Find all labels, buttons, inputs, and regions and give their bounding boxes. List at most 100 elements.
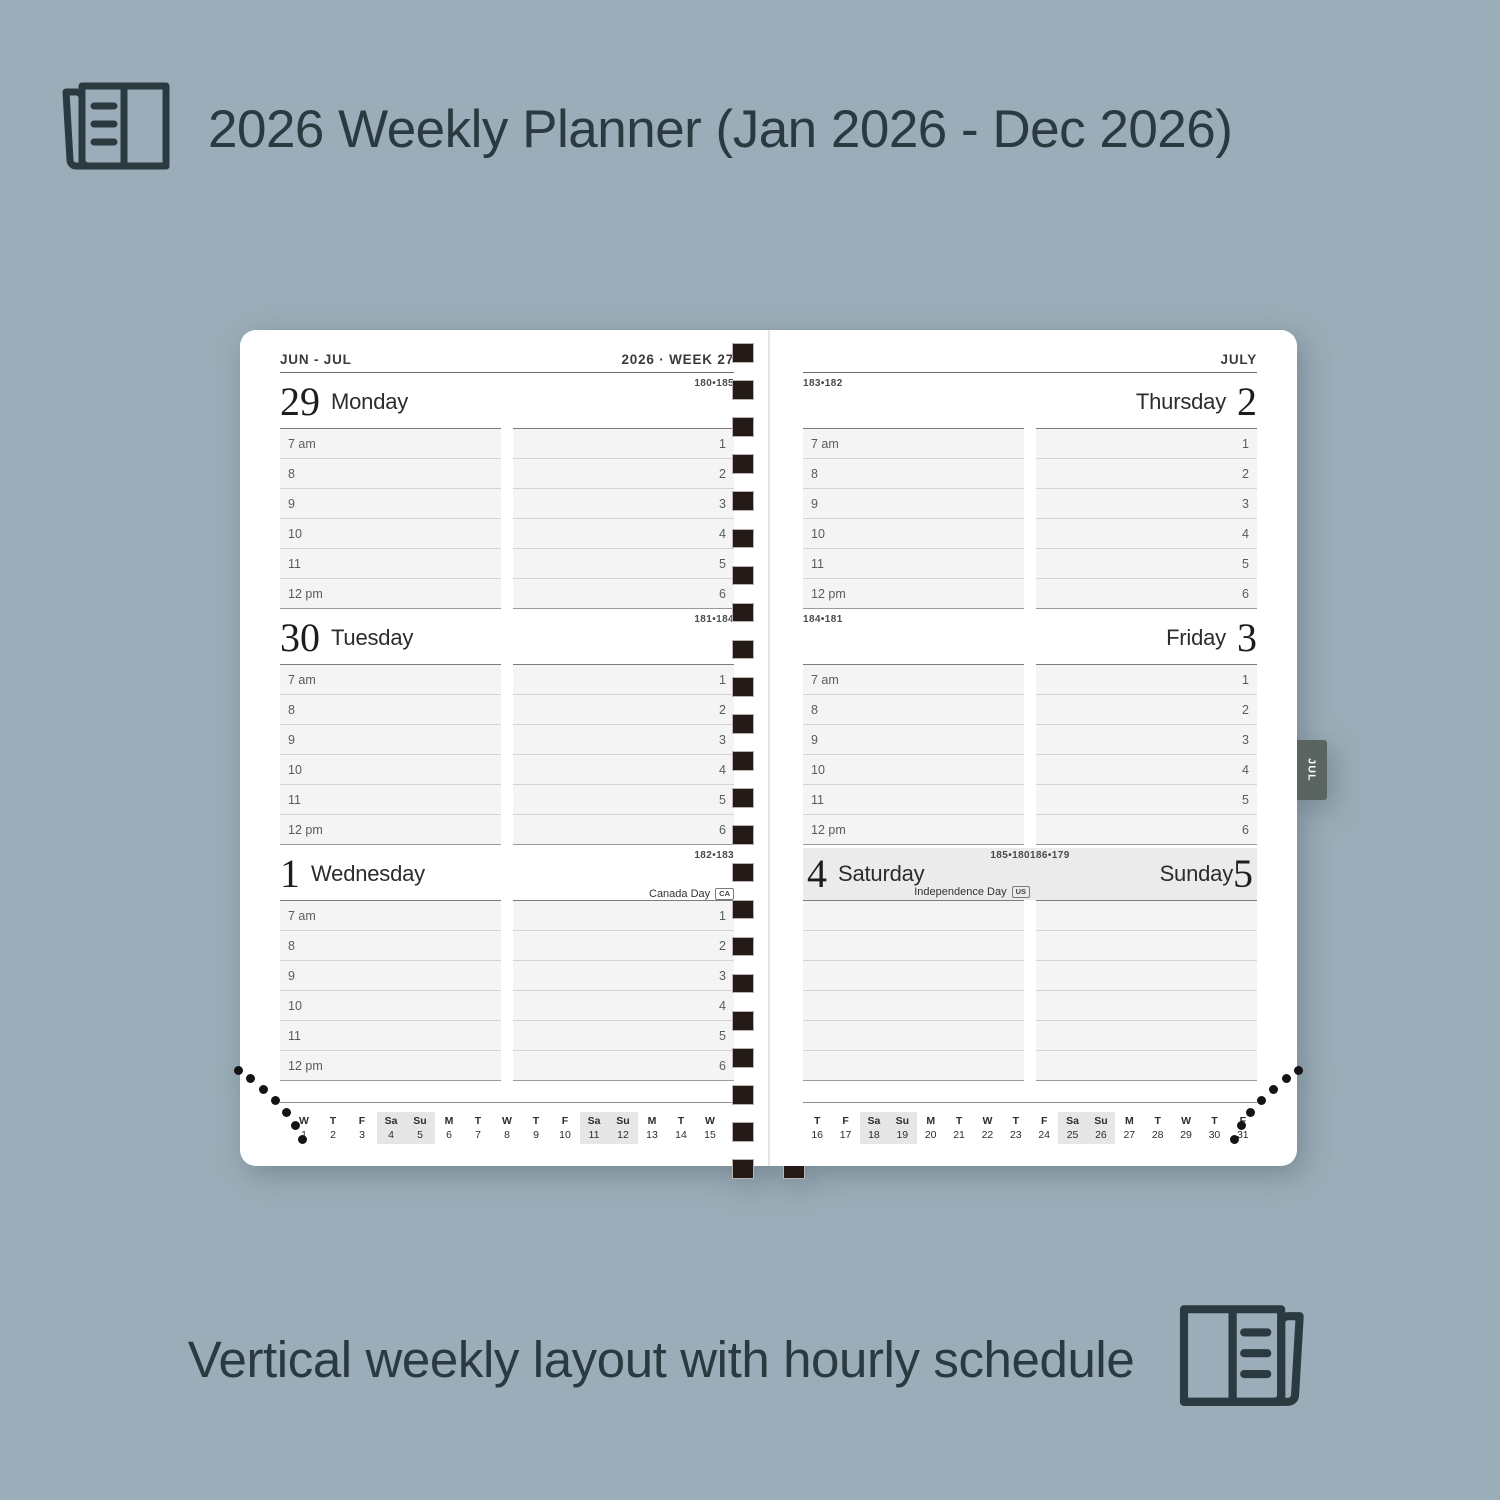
hour-row[interactable]: 6 — [513, 815, 734, 845]
hour-column-pm[interactable]: 1 2 3 4 5 6 — [513, 900, 734, 1081]
note-row[interactable] — [1036, 961, 1257, 991]
hour-row[interactable]: 8 — [280, 459, 501, 489]
note-row[interactable] — [1036, 901, 1257, 931]
hour-row[interactable]: 12 pm — [280, 579, 501, 609]
mini-calendar-day[interactable]: T 21 — [945, 1112, 973, 1144]
hour-row[interactable]: 2 — [513, 931, 734, 961]
mini-calendar-day[interactable]: M 27 — [1115, 1112, 1143, 1144]
hour-row[interactable]: 7 am — [280, 665, 501, 695]
hour-column-pm[interactable]: 1 2 3 4 5 6 — [1036, 428, 1257, 609]
note-row[interactable] — [1036, 991, 1257, 1021]
hour-row[interactable]: 10 — [803, 755, 1024, 785]
mini-calendar-day[interactable]: T 16 — [803, 1112, 831, 1144]
hour-row[interactable]: 3 — [1036, 725, 1257, 755]
hour-row[interactable]: 12 pm — [280, 815, 501, 845]
hour-row[interactable]: 8 — [803, 459, 1024, 489]
hour-row[interactable]: 5 — [1036, 785, 1257, 815]
hour-column-pm[interactable]: 1 2 3 4 5 6 — [513, 664, 734, 845]
note-row[interactable] — [1036, 931, 1257, 961]
hour-row[interactable]: 1 — [1036, 429, 1257, 459]
hour-row[interactable]: 7 am — [280, 901, 501, 931]
hour-row[interactable]: 5 — [513, 549, 734, 579]
mini-calendar-strip-left[interactable]: W 1 T 2 F 3 Sa 4 Su 5 M 6 T 7 W 8 T 9 F 10 Sa 11 Su 12 M 13 T 14 W 15 — [280, 1101, 734, 1144]
mini-calendar-day[interactable]: M 13 — [638, 1112, 667, 1144]
mini-calendar-day[interactable]: T 14 — [667, 1112, 696, 1144]
hour-row[interactable]: 1 — [513, 901, 734, 931]
hour-row[interactable]: 9 — [280, 961, 501, 991]
hour-row[interactable]: 2 — [513, 459, 734, 489]
mini-calendar-day[interactable]: W 29 — [1172, 1112, 1200, 1144]
mini-calendar-day[interactable]: Su 19 — [888, 1111, 917, 1144]
note-row[interactable] — [803, 961, 1024, 991]
hour-row[interactable]: 10 — [280, 519, 501, 549]
hour-row[interactable]: 8 — [803, 695, 1024, 725]
hour-row[interactable]: 4 — [1036, 755, 1257, 785]
hour-row[interactable]: 5 — [513, 785, 734, 815]
note-row[interactable] — [803, 931, 1024, 961]
hour-row[interactable]: 6 — [1036, 579, 1257, 609]
hour-row[interactable]: 3 — [513, 725, 734, 755]
mini-calendar-strip-right[interactable]: T 16 F 17 Sa 18 Su 19 M 20 T 21 W 22 T 23 F 24 Sa 25 Su 26 M 27… — [803, 1101, 1257, 1144]
hour-column-pm[interactable]: 1 2 3 4 5 6 — [1036, 664, 1257, 845]
mini-calendar-day[interactable]: T 28 — [1144, 1112, 1172, 1144]
hour-row[interactable]: 11 — [803, 785, 1024, 815]
hour-row[interactable]: 10 — [280, 755, 501, 785]
hour-row[interactable]: 4 — [513, 991, 734, 1021]
hour-column-am[interactable]: 7 am 8 9 10 11 12 pm — [803, 428, 1024, 609]
hour-column-am[interactable]: 7 am 8 9 10 11 12 pm — [280, 428, 501, 609]
note-row[interactable] — [1036, 1021, 1257, 1051]
hour-row[interactable]: 10 — [280, 991, 501, 1021]
hour-row[interactable]: 1 — [1036, 665, 1257, 695]
hour-row[interactable]: 10 — [803, 519, 1024, 549]
hour-row[interactable]: 7 am — [803, 429, 1024, 459]
mini-calendar-day[interactable]: W 22 — [973, 1112, 1001, 1144]
hour-row[interactable]: 5 — [513, 1021, 734, 1051]
hour-row[interactable]: 2 — [1036, 695, 1257, 725]
saturday-note-column[interactable] — [803, 900, 1024, 1081]
hour-row[interactable]: 1 — [513, 429, 734, 459]
mini-calendar-day[interactable]: F 10 — [551, 1112, 580, 1144]
mini-calendar-day[interactable]: T 30 — [1200, 1112, 1228, 1144]
hour-row[interactable]: 3 — [513, 961, 734, 991]
mini-calendar-day[interactable]: Su 12 — [608, 1111, 638, 1144]
hour-row[interactable]: 9 — [803, 489, 1024, 519]
sunday-note-column[interactable] — [1036, 900, 1257, 1081]
hour-column-am[interactable]: 7 am 8 9 10 11 12 pm — [280, 664, 501, 845]
mini-calendar-day[interactable]: Sa 4 — [376, 1111, 406, 1144]
hour-row[interactable]: 9 — [280, 725, 501, 755]
hour-row[interactable]: 11 — [280, 549, 501, 579]
hour-row[interactable]: 4 — [513, 755, 734, 785]
hour-row[interactable]: 6 — [1036, 815, 1257, 845]
note-row[interactable] — [803, 901, 1024, 931]
hour-row[interactable]: 3 — [513, 489, 734, 519]
note-row[interactable] — [803, 1051, 1024, 1081]
mini-calendar-day[interactable]: T 23 — [1002, 1112, 1030, 1144]
mini-calendar-day[interactable]: Sa 25 — [1058, 1111, 1087, 1144]
hour-row[interactable]: 8 — [280, 931, 501, 961]
hour-row[interactable]: 8 — [280, 695, 501, 725]
hour-row[interactable]: 12 pm — [803, 579, 1024, 609]
hour-row[interactable]: 9 — [280, 489, 501, 519]
hour-row[interactable]: 4 — [513, 519, 734, 549]
mini-calendar-day[interactable]: F 24 — [1030, 1112, 1058, 1144]
mini-calendar-day[interactable]: Sa 18 — [859, 1111, 889, 1144]
hour-row[interactable]: 2 — [513, 695, 734, 725]
hour-row[interactable]: 12 pm — [280, 1051, 501, 1081]
mini-calendar-day[interactable]: Su 5 — [405, 1111, 435, 1144]
hour-column-pm[interactable]: 1 2 3 4 5 6 — [513, 428, 734, 609]
mini-calendar-day[interactable]: F 31 — [1229, 1112, 1257, 1144]
hour-row[interactable]: 11 — [280, 1021, 501, 1051]
hour-row[interactable]: 7 am — [803, 665, 1024, 695]
hour-row[interactable]: 2 — [1036, 459, 1257, 489]
hour-row[interactable]: 4 — [1036, 519, 1257, 549]
mini-calendar-day[interactable]: Su 26 — [1086, 1111, 1116, 1144]
hour-row[interactable]: 1 — [513, 665, 734, 695]
hour-column-am[interactable]: 7 am 8 9 10 11 12 pm — [803, 664, 1024, 845]
hour-column-am[interactable]: 7 am 8 9 10 11 12 pm — [280, 900, 501, 1081]
note-row[interactable] — [803, 991, 1024, 1021]
